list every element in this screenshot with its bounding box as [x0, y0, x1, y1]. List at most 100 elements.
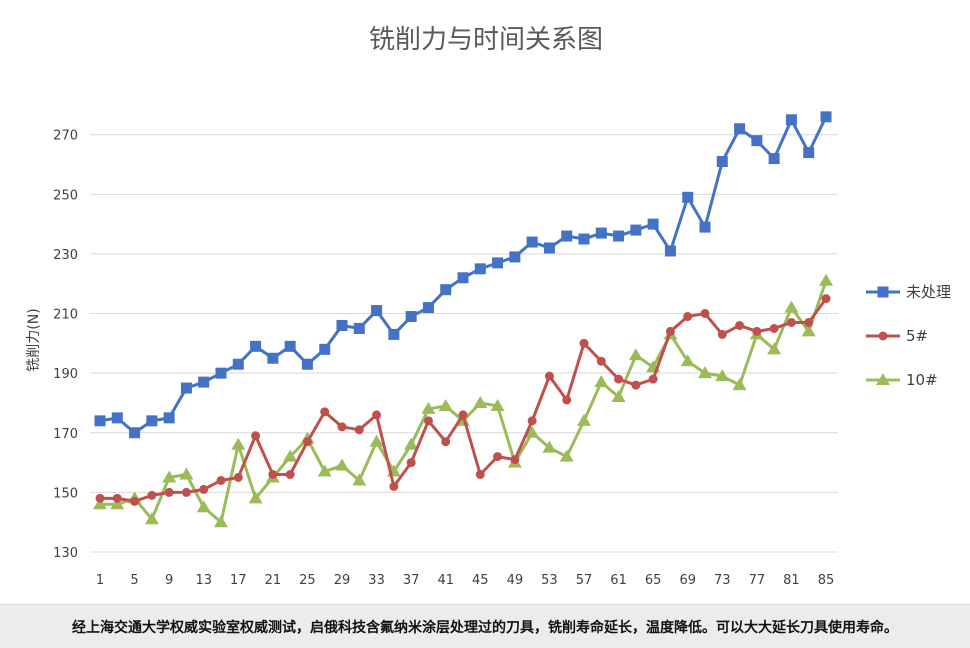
data-point: [715, 369, 730, 382]
legend-marker: [876, 373, 890, 385]
data-point: [820, 111, 832, 123]
data-point: [768, 153, 780, 165]
data-point: [163, 412, 175, 424]
data-point: [389, 481, 399, 491]
data-point: [457, 272, 469, 284]
data-point: [129, 427, 141, 439]
data-point: [490, 398, 505, 411]
data-point: [388, 328, 400, 340]
y-tick-label: 210: [53, 308, 78, 323]
x-tick-label: 49: [507, 573, 524, 588]
x-tick-label: 65: [645, 573, 662, 588]
legend-marker: [878, 331, 888, 341]
data-point: [94, 415, 106, 427]
data-point: [559, 449, 574, 462]
data-point: [320, 407, 330, 417]
data-point: [284, 340, 296, 352]
data-point: [198, 376, 210, 388]
data-point: [699, 221, 711, 233]
data-point: [578, 233, 590, 245]
data-point: [769, 323, 779, 333]
data-point: [179, 467, 194, 480]
data-point: [698, 366, 712, 379]
data-point: [543, 242, 555, 254]
y-tick-label: 130: [53, 546, 78, 561]
data-point: [492, 257, 504, 269]
data-point: [233, 472, 243, 482]
data-point: [214, 515, 228, 528]
data-point: [683, 312, 693, 322]
data-point: [111, 412, 123, 424]
x-tick-label: 77: [749, 573, 766, 588]
data-point: [216, 475, 226, 485]
data-point: [525, 425, 540, 438]
data-point: [181, 487, 191, 497]
x-tick-label: 69: [679, 573, 696, 588]
y-tick-label: 150: [53, 486, 78, 501]
x-tick-label: 45: [472, 573, 489, 588]
data-point: [144, 512, 159, 525]
data-point: [337, 422, 347, 432]
data-point: [786, 317, 796, 327]
data-point: [682, 191, 694, 203]
data-point: [526, 236, 538, 248]
data-point: [248, 491, 263, 504]
data-point: [438, 398, 453, 411]
x-tick-label: 5: [130, 573, 138, 588]
data-point: [752, 326, 762, 336]
data-point: [335, 458, 349, 471]
data-point: [180, 382, 192, 394]
data-point: [801, 324, 816, 337]
data-point: [735, 320, 745, 330]
data-point: [199, 484, 209, 494]
data-point: [734, 123, 746, 135]
data-point: [475, 470, 485, 480]
data-point: [562, 395, 572, 405]
x-tick-label: 33: [368, 573, 385, 588]
x-tick-label: 37: [403, 573, 420, 588]
x-tick-label: 81: [783, 573, 800, 588]
data-point: [231, 437, 246, 450]
x-tick-label: 57: [576, 573, 593, 588]
x-tick-label: 9: [165, 573, 173, 588]
legend-item: 未处理: [866, 283, 951, 301]
data-point: [804, 317, 814, 327]
x-tick-label: 1: [96, 573, 104, 588]
data-point: [493, 452, 503, 462]
data-point: [319, 343, 331, 355]
data-point: [146, 415, 158, 427]
data-point: [352, 473, 367, 486]
y-axis-ticks: 130 150 170 190 210 230 250 270: [53, 129, 78, 561]
data-point: [130, 496, 140, 506]
data-point: [215, 367, 227, 379]
data-point: [95, 493, 105, 503]
data-point: [821, 294, 831, 304]
data-point: [162, 470, 177, 483]
x-tick-label: 53: [541, 573, 558, 588]
data-point: [577, 413, 591, 426]
x-tick-label: 41: [437, 573, 454, 588]
y-tick-label: 190: [53, 367, 78, 382]
data-point: [680, 354, 695, 367]
caption-text: 经上海交通大学权威实验室权威测试，启俄科技含氟纳米涂层处理过的刀具，铣削寿命延长…: [0, 604, 970, 648]
data-point: [267, 352, 279, 364]
data-point: [647, 218, 659, 230]
data-point: [544, 371, 554, 381]
data-point: [509, 251, 521, 263]
data-point: [784, 300, 799, 313]
data-point: [423, 416, 433, 426]
data-point: [596, 356, 606, 366]
data-point: [371, 305, 383, 317]
y-tick-label: 250: [53, 188, 78, 203]
data-point: [353, 322, 365, 334]
data-point: [665, 326, 675, 336]
legend-label: 5#: [906, 327, 928, 345]
series-1: [94, 111, 832, 439]
x-tick-label: 21: [265, 573, 282, 588]
x-tick-label: 85: [818, 573, 835, 588]
y-tick-label: 170: [53, 427, 78, 442]
data-point: [664, 245, 676, 257]
data-point: [785, 114, 797, 126]
data-point: [631, 380, 641, 390]
data-point: [716, 156, 728, 168]
